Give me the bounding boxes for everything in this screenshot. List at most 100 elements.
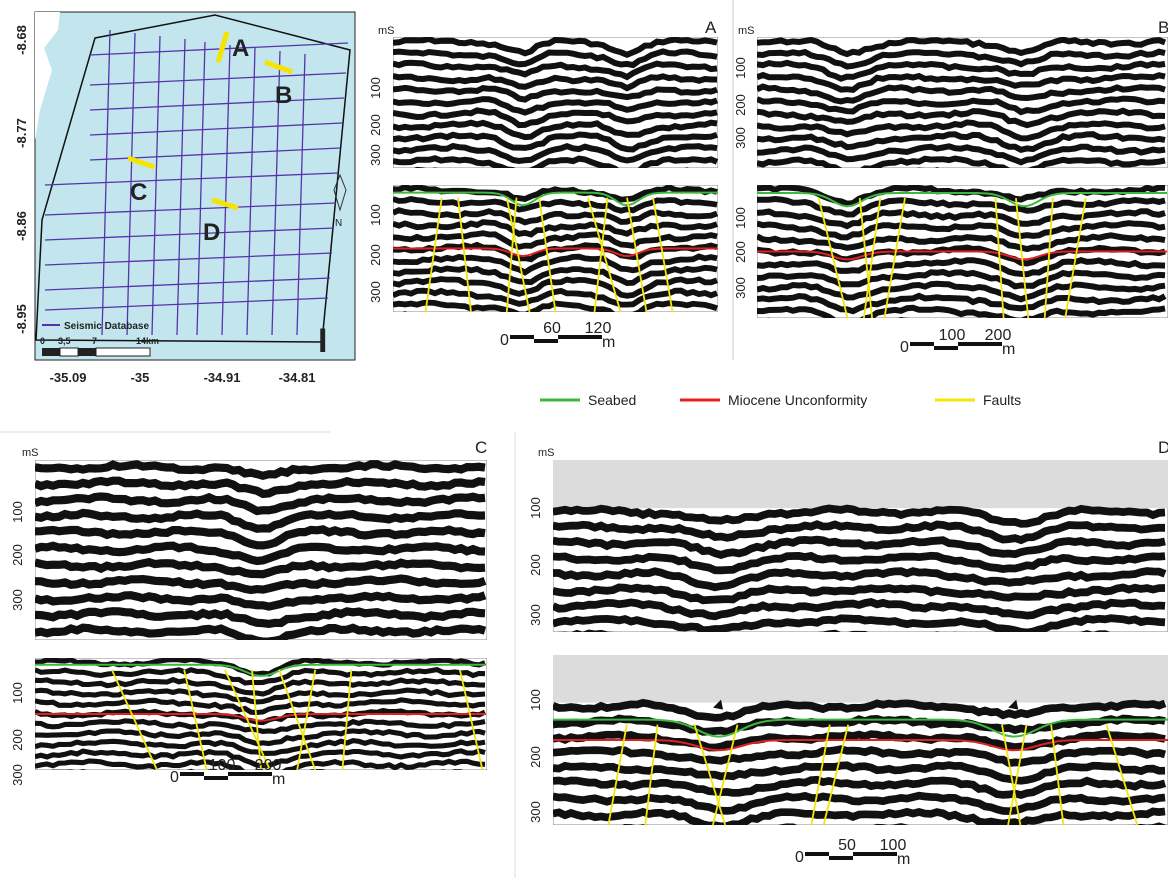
scale-bar — [180, 772, 204, 776]
reflector — [393, 253, 718, 276]
y-tick-label: -8.95 — [14, 304, 29, 334]
fault — [505, 197, 531, 312]
scale-label: m — [272, 771, 285, 788]
fault — [587, 197, 622, 312]
y-tick-label: 200 — [528, 746, 543, 768]
reflector — [553, 504, 1166, 528]
reflector — [35, 591, 487, 611]
seismic-line — [44, 252, 333, 266]
reflector — [413, 166, 690, 168]
unconformity-line — [35, 713, 485, 722]
reflector — [757, 48, 1166, 70]
scale-label: 0 — [900, 339, 909, 356]
panel-label: I — [318, 322, 327, 360]
arrow — [1006, 697, 1019, 710]
fault — [994, 197, 1005, 318]
fault — [296, 669, 317, 770]
fault — [224, 669, 271, 770]
y-tick-label: 100 — [10, 501, 25, 523]
reflector — [393, 207, 718, 226]
scale-label: 0 — [795, 849, 804, 866]
y-tick-label: 300 — [10, 589, 25, 611]
scale-label: 100 — [209, 757, 236, 774]
reflector — [757, 256, 1166, 278]
reflector — [35, 557, 486, 579]
seabed-line — [757, 192, 1167, 208]
seabed-line — [553, 718, 1168, 738]
seismic-section — [393, 37, 718, 168]
reflector — [757, 220, 1166, 241]
legend-label: Seismic Database — [64, 321, 149, 332]
reflector — [757, 95, 1166, 116]
reflector — [393, 276, 718, 299]
y-tick-label: 300 — [733, 277, 748, 299]
reflector — [393, 96, 718, 116]
scale-label: 3,5 — [58, 336, 71, 346]
reflector — [792, 166, 940, 168]
arrow — [515, 171, 527, 183]
reflector — [35, 607, 486, 629]
reflector — [757, 119, 1166, 142]
water — [553, 460, 1168, 509]
reflector — [35, 525, 486, 550]
seismic-line — [44, 277, 331, 291]
fault — [251, 669, 262, 770]
seabed-line — [35, 663, 485, 677]
reflector — [35, 492, 486, 516]
section-label: B — [275, 82, 292, 109]
seismic-line — [246, 47, 256, 336]
scale-label: 14km — [136, 336, 159, 346]
fault — [1105, 724, 1139, 825]
north-label: N — [335, 218, 342, 229]
fault — [278, 669, 317, 770]
section-line — [264, 59, 293, 75]
y-tick-label: 100 — [733, 207, 748, 229]
scale-label: 200 — [985, 327, 1012, 344]
reflector — [35, 508, 486, 533]
fault — [858, 197, 873, 318]
y-tick-label: 300 — [528, 801, 543, 823]
reflector — [393, 119, 718, 141]
fault — [810, 724, 831, 825]
y-tick-label: 200 — [368, 114, 383, 136]
section-label: A — [232, 35, 249, 62]
fault — [341, 669, 353, 770]
reflector — [621, 822, 1167, 825]
arrow — [711, 697, 724, 710]
reflector — [757, 155, 1166, 168]
reflector — [553, 698, 1167, 722]
reflector — [393, 131, 718, 153]
scale-bar — [853, 852, 897, 856]
fault — [1064, 197, 1087, 318]
fault — [626, 197, 648, 312]
scale-bar — [805, 852, 829, 856]
survey-boundary — [35, 14, 351, 343]
reflector — [393, 48, 718, 69]
reflector — [757, 304, 1166, 318]
legend-label: Faults — [983, 392, 1021, 408]
reflector — [553, 775, 1167, 799]
scale-label: m — [602, 334, 615, 351]
fault — [1007, 724, 1028, 825]
y-tick-label: 200 — [10, 729, 25, 751]
seismic-section — [757, 185, 1168, 318]
scale-label: 100 — [939, 327, 966, 344]
reflector — [557, 629, 1119, 632]
fault — [1043, 197, 1054, 318]
fault — [424, 197, 443, 312]
reflector — [393, 107, 718, 129]
fault — [862, 197, 882, 318]
seismic-line — [271, 50, 281, 336]
reflector — [35, 758, 486, 770]
reflector — [553, 551, 1166, 575]
reflector — [393, 73, 717, 92]
scale-label: 200 — [255, 757, 282, 774]
reflector — [393, 59, 718, 81]
y-tick-label: 100 — [733, 57, 748, 79]
reflector — [35, 676, 486, 697]
y-tick-label: 200 — [368, 244, 383, 266]
reflector — [35, 574, 487, 595]
fault — [693, 724, 727, 825]
reflector — [393, 287, 718, 308]
reflector — [757, 292, 1167, 315]
